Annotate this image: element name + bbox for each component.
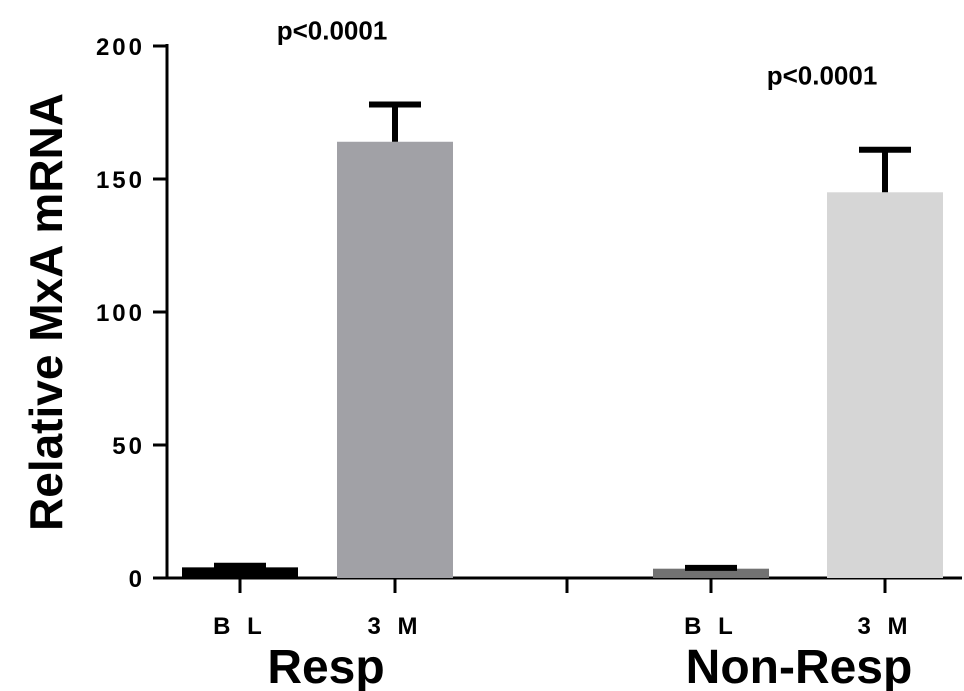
y-axis-label: Relative MxA mRNA bbox=[20, 93, 72, 531]
bar bbox=[337, 141, 453, 578]
p-value-annotations: p<0.0001 p<0.0001 bbox=[277, 16, 878, 91]
y-tick-label: 0 bbox=[129, 566, 145, 593]
y-tick-label: 50 bbox=[112, 433, 145, 460]
y-tick-label: 200 bbox=[96, 34, 145, 61]
y-tick-label: 150 bbox=[96, 167, 145, 194]
group-label: Resp bbox=[267, 641, 384, 691]
x-tick-label: 3 M bbox=[367, 613, 422, 640]
group-labels: Resp Non-Resp bbox=[267, 641, 912, 691]
x-tick-label: B L bbox=[684, 613, 738, 640]
x-axis-ticks: B L 3 M B L 3 M bbox=[213, 578, 912, 640]
bar bbox=[653, 568, 769, 578]
x-tick-label: B L bbox=[213, 613, 267, 640]
p-value-label: p<0.0001 bbox=[767, 61, 878, 91]
y-axis-ticks: 0 50 100 150 200 bbox=[96, 34, 167, 593]
error-bars bbox=[214, 101, 911, 571]
bar bbox=[182, 567, 298, 578]
y-tick-label: 100 bbox=[96, 300, 145, 327]
bar bbox=[827, 192, 943, 579]
bars bbox=[182, 141, 943, 579]
p-value-label: p<0.0001 bbox=[277, 16, 388, 46]
group-label: Non-Resp bbox=[686, 641, 913, 691]
x-tick-label: 3 M bbox=[857, 613, 912, 640]
